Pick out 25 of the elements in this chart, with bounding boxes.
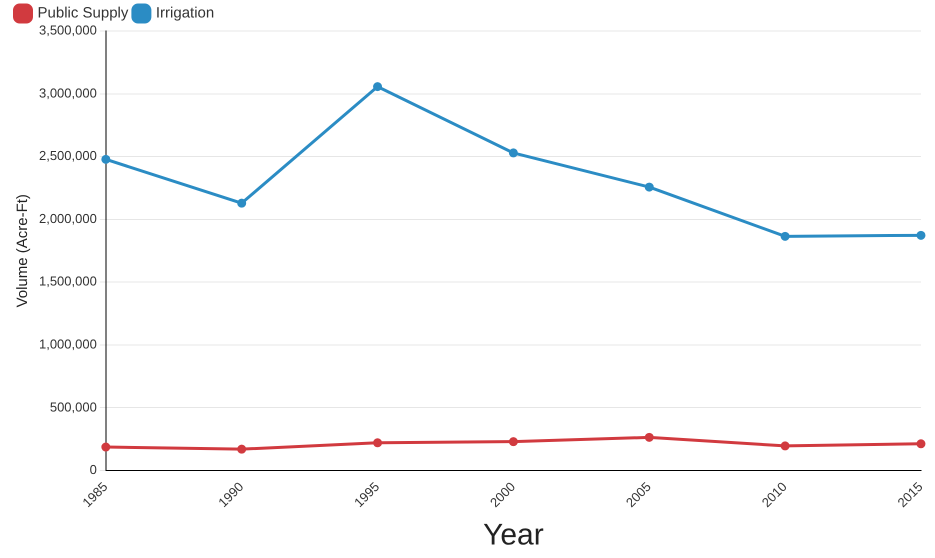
point [508,437,518,446]
y-tick-label: 2,500,000 [38,148,97,164]
point [373,82,382,92]
point [237,198,246,208]
point [780,232,790,241]
x-axis-title: Year [483,518,544,552]
y-tick-label: 3,500,000 [38,22,97,38]
point [644,432,654,442]
point [916,230,926,240]
y-tick-label: 0 [90,462,97,478]
legend-label: Irrigation [156,4,214,22]
y-axis-title: Volume (Acre-Ft) [14,194,32,308]
point [508,148,518,158]
point [916,439,926,448]
legend-label: Public Supply [38,4,129,22]
point [101,442,110,452]
point [373,438,382,448]
point [644,182,654,192]
y-tick-label: 500,000 [50,399,97,414]
y-tick-label: 1,500,000 [38,274,97,289]
y-tick-label: 3,000,000 [38,85,97,100]
point [780,441,790,450]
y-tick-label: 1,000,000 [38,336,97,352]
y-tick-label: 2,000,000 [38,210,97,226]
point [237,444,246,454]
